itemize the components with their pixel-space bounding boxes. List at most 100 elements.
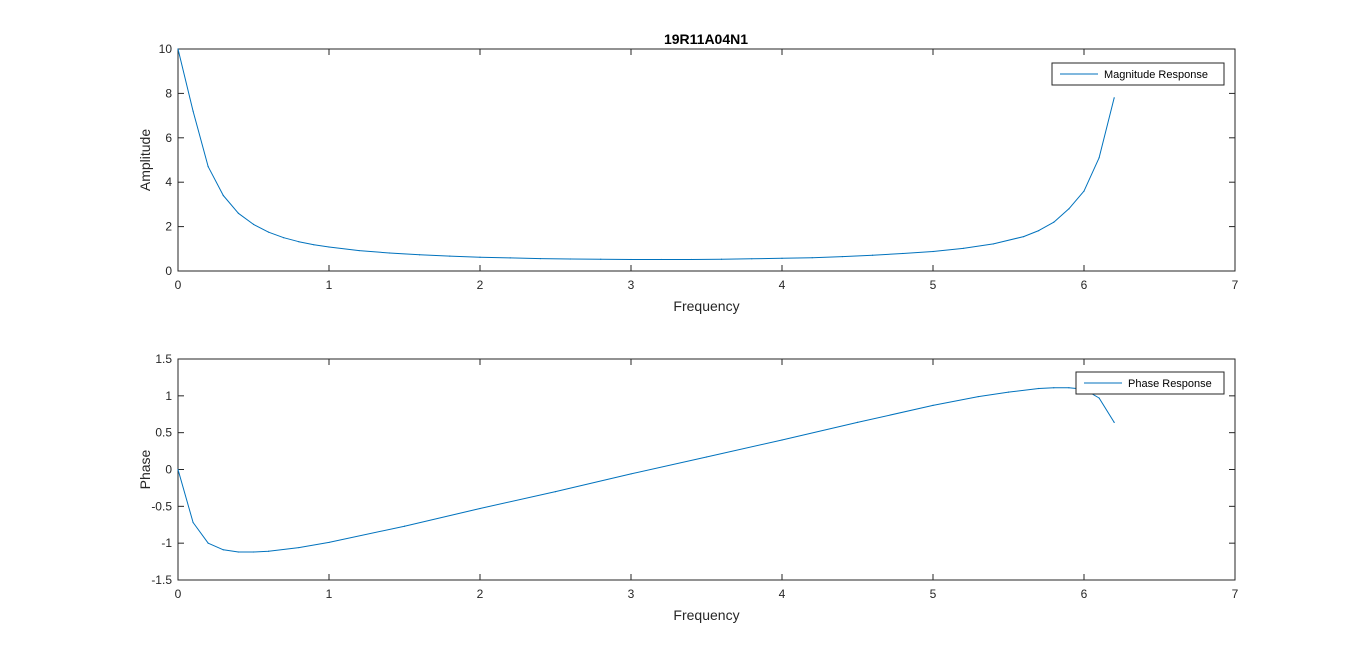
magnitude-xtick-label: 1 — [326, 278, 333, 292]
phase-data-point — [268, 550, 270, 552]
phase-data-point — [192, 521, 194, 524]
phase-axes-box — [177, 358, 1236, 581]
magnitude-data-point — [1098, 157, 1100, 159]
magnitude-xtick-label: 5 — [930, 278, 937, 292]
magnitude-data-point — [268, 231, 270, 233]
magnitude-ytick-label: 0 — [165, 264, 172, 278]
phase-legend: Phase Response — [1075, 371, 1225, 395]
magnitude-data-point — [1083, 190, 1085, 192]
magnitude-data-point — [1068, 208, 1070, 210]
magnitude-data-point — [962, 247, 964, 249]
magnitude-legend-label: Magnitude Response — [1104, 69, 1208, 81]
phase-data-point — [977, 395, 979, 398]
phase-xtick-label: 4 — [779, 587, 786, 601]
magnitude-data-point — [509, 257, 511, 259]
magnitude-data-point — [872, 254, 874, 256]
magnitude-data-point — [207, 166, 209, 168]
magnitude-ytick-label: 8 — [165, 86, 172, 100]
phase-xtick-label: 3 — [628, 587, 635, 601]
magnitude-data-point — [479, 256, 481, 258]
magnitude-legend-box — [1051, 62, 1225, 86]
phase-data-point — [1098, 397, 1100, 399]
magnitude-xtick-label: 3 — [628, 278, 635, 292]
magnitude-data-point — [751, 258, 753, 260]
phase-data-point — [479, 507, 481, 510]
phase-data-point — [781, 439, 783, 441]
phase-ytick-label: 0.5 — [155, 426, 172, 440]
magnitude-data-point — [570, 258, 572, 260]
magnitude-ytick-label: 10 — [159, 42, 173, 56]
phase-data-point — [1038, 387, 1040, 390]
magnitude-data-point — [781, 257, 783, 259]
magnitude-data-point — [690, 258, 693, 261]
magnitude-data-point — [252, 223, 255, 225]
phase-data-point — [1007, 391, 1010, 393]
phase-data-point — [1053, 387, 1055, 389]
phase-data-point — [177, 468, 179, 471]
magnitude-ytick-label: 6 — [165, 131, 172, 145]
magnitude-data-point — [539, 257, 542, 260]
magnitude-data-point — [328, 246, 330, 248]
phase-data-point — [328, 541, 330, 544]
magnitude-data-point — [932, 250, 934, 253]
phase-data-point — [932, 404, 934, 407]
magnitude-xtick-label: 6 — [1081, 278, 1088, 292]
phase-xlabel: Frequency — [673, 607, 739, 623]
phase-ylabel: Phase — [137, 449, 153, 489]
magnitude-data-point — [358, 249, 360, 252]
figure-title: 19R11A04N1 — [664, 31, 748, 47]
phase-data-point — [222, 549, 224, 551]
magnitude-data-point — [630, 258, 632, 261]
phase-data-point — [630, 473, 632, 475]
magnitude-data-point — [222, 194, 224, 197]
magnitude-data-point — [721, 258, 723, 260]
magnitude-xtick-label: 2 — [477, 278, 484, 292]
phase-data-point — [298, 546, 300, 549]
magnitude-data-point — [237, 212, 239, 214]
magnitude-data-point — [902, 252, 904, 255]
magnitude-xlabel: Frequency — [673, 298, 739, 314]
magnitude-legend: Magnitude Response — [1051, 62, 1225, 86]
phase-ytick-label: -1 — [161, 536, 172, 550]
magnitude-data-point — [449, 255, 451, 257]
magnitude-xtick-label: 4 — [779, 278, 786, 292]
magnitude-data-point — [1053, 221, 1055, 223]
phase-ytick-label: -1.5 — [151, 573, 172, 587]
phase-xtick-label: 7 — [1232, 587, 1239, 601]
magnitude-data-point — [388, 252, 390, 254]
magnitude-data-point — [298, 241, 300, 243]
phase-xtick-label: 1 — [326, 587, 333, 601]
magnitude-data-point — [811, 257, 813, 259]
phase-ytick-label: 1.5 — [155, 352, 172, 366]
magnitude-ylabel: Amplitude — [137, 129, 153, 191]
phase-data-point — [705, 456, 708, 458]
phase-data-point — [1068, 387, 1070, 389]
phase-data-point — [403, 525, 406, 527]
magnitude-axes-box — [177, 48, 1236, 272]
magnitude-ytick-label: 2 — [165, 220, 172, 234]
magnitude-xtick-label: 0 — [175, 278, 182, 292]
phase-xtick-label: 5 — [930, 587, 937, 601]
phase-legend-box — [1075, 371, 1225, 395]
phase-data-point — [554, 491, 557, 493]
magnitude-data-point — [600, 258, 602, 260]
magnitude-data-point — [192, 110, 194, 112]
magnitude-data-point — [1038, 229, 1040, 232]
phase-ytick-label: -0.5 — [151, 499, 172, 513]
magnitude-data-point — [841, 255, 844, 258]
magnitude-axes: 0 1 2 3 4 5 6 7 0 2 4 6 8 10 Frequency Amplitude Magnitu… — [137, 42, 1239, 314]
magnitude-data-point — [1023, 235, 1025, 238]
magnitude-data-point — [992, 243, 995, 245]
magnitude-series-line — [177, 48, 1115, 260]
phase-xtick-label: 0 — [175, 587, 182, 601]
magnitude-data-point — [283, 237, 285, 239]
phase-axes: 0 1 2 3 4 5 6 7 -1.5 -1 -0.5 0 0.5 1 1.5 Frequency Phase… — [137, 352, 1239, 623]
magnitude-ytick-label: 4 — [165, 175, 172, 189]
phase-xtick-label: 6 — [1081, 587, 1088, 601]
phase-data-point — [1113, 421, 1115, 423]
phase-xtick-label: 2 — [477, 587, 484, 601]
phase-data-point — [237, 551, 239, 553]
magnitude-data-point — [660, 258, 662, 261]
